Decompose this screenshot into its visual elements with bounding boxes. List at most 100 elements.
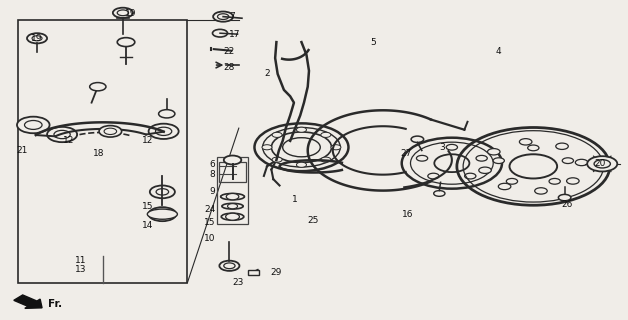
Ellipse shape bbox=[222, 203, 243, 209]
Circle shape bbox=[447, 144, 457, 150]
Text: 6: 6 bbox=[210, 160, 215, 169]
Circle shape bbox=[224, 263, 235, 269]
Circle shape bbox=[506, 179, 517, 184]
Circle shape bbox=[416, 156, 428, 161]
Circle shape bbox=[27, 33, 47, 44]
Circle shape bbox=[479, 167, 491, 173]
Circle shape bbox=[227, 204, 237, 209]
Ellipse shape bbox=[148, 209, 177, 219]
Text: 10: 10 bbox=[204, 234, 215, 243]
Text: 11: 11 bbox=[75, 256, 86, 265]
Ellipse shape bbox=[221, 213, 244, 220]
Text: 12: 12 bbox=[142, 136, 153, 145]
Circle shape bbox=[262, 145, 272, 150]
Circle shape bbox=[272, 132, 282, 137]
Circle shape bbox=[331, 145, 341, 150]
Text: 18: 18 bbox=[94, 149, 105, 158]
Text: 19: 19 bbox=[31, 35, 42, 44]
Text: 9: 9 bbox=[210, 188, 215, 196]
Circle shape bbox=[219, 261, 239, 271]
Circle shape bbox=[225, 213, 239, 220]
Circle shape bbox=[556, 143, 568, 149]
Circle shape bbox=[113, 8, 133, 18]
Circle shape bbox=[321, 157, 331, 162]
Circle shape bbox=[149, 124, 178, 139]
Text: 15: 15 bbox=[204, 218, 215, 227]
Text: 4: 4 bbox=[495, 47, 501, 56]
Circle shape bbox=[156, 127, 172, 135]
Circle shape bbox=[99, 125, 122, 137]
Circle shape bbox=[159, 110, 175, 118]
Bar bbox=[219, 162, 246, 182]
Circle shape bbox=[587, 156, 617, 172]
Text: 23: 23 bbox=[232, 278, 244, 287]
Circle shape bbox=[117, 38, 135, 47]
Bar bbox=[217, 157, 248, 224]
Circle shape bbox=[90, 83, 106, 91]
Circle shape bbox=[434, 191, 445, 196]
Circle shape bbox=[224, 156, 241, 164]
Circle shape bbox=[549, 179, 560, 184]
Text: 14: 14 bbox=[142, 221, 153, 230]
Circle shape bbox=[558, 195, 571, 201]
Bar bbox=[248, 270, 259, 275]
Ellipse shape bbox=[220, 194, 244, 200]
Text: 29: 29 bbox=[270, 268, 281, 277]
Text: 12: 12 bbox=[63, 136, 75, 145]
Text: 8: 8 bbox=[210, 170, 215, 179]
Circle shape bbox=[150, 186, 175, 198]
Text: Fr.: Fr. bbox=[48, 299, 62, 309]
Text: 15: 15 bbox=[142, 202, 153, 211]
Circle shape bbox=[499, 183, 511, 190]
Circle shape bbox=[594, 160, 610, 168]
Bar bbox=[18, 20, 187, 283]
Circle shape bbox=[104, 128, 117, 134]
Circle shape bbox=[212, 29, 227, 37]
Text: 25: 25 bbox=[308, 216, 319, 225]
Circle shape bbox=[534, 188, 547, 194]
Text: 13: 13 bbox=[75, 265, 86, 275]
Circle shape bbox=[321, 132, 331, 137]
Circle shape bbox=[476, 156, 487, 161]
Text: 22: 22 bbox=[223, 47, 234, 56]
Text: 7: 7 bbox=[229, 12, 235, 21]
Text: 27: 27 bbox=[401, 149, 412, 158]
Circle shape bbox=[272, 157, 282, 162]
Text: 1: 1 bbox=[292, 195, 298, 204]
Circle shape bbox=[154, 210, 171, 218]
Text: 2: 2 bbox=[264, 69, 269, 78]
Text: 5: 5 bbox=[371, 38, 376, 47]
Circle shape bbox=[226, 194, 239, 200]
Text: 16: 16 bbox=[402, 210, 413, 219]
Circle shape bbox=[32, 36, 42, 41]
FancyArrow shape bbox=[14, 295, 42, 308]
Circle shape bbox=[156, 189, 169, 195]
Text: 17: 17 bbox=[229, 30, 241, 39]
Circle shape bbox=[117, 10, 129, 16]
Text: 26: 26 bbox=[561, 200, 573, 209]
Circle shape bbox=[54, 130, 70, 139]
Text: 19: 19 bbox=[125, 9, 136, 18]
Circle shape bbox=[566, 178, 579, 184]
Circle shape bbox=[296, 162, 306, 167]
Circle shape bbox=[575, 159, 588, 166]
Circle shape bbox=[519, 139, 532, 145]
Circle shape bbox=[296, 127, 306, 132]
Circle shape bbox=[149, 207, 176, 221]
Circle shape bbox=[465, 173, 476, 179]
Circle shape bbox=[213, 12, 233, 22]
Circle shape bbox=[562, 158, 573, 164]
Text: 28: 28 bbox=[223, 63, 234, 72]
Circle shape bbox=[17, 117, 50, 133]
Circle shape bbox=[487, 148, 500, 155]
Circle shape bbox=[493, 158, 504, 164]
Text: 3: 3 bbox=[440, 143, 445, 152]
Text: 21: 21 bbox=[16, 146, 28, 155]
Circle shape bbox=[411, 136, 424, 142]
Text: 20: 20 bbox=[595, 159, 606, 168]
Circle shape bbox=[47, 127, 77, 142]
Circle shape bbox=[528, 145, 539, 151]
Circle shape bbox=[24, 121, 42, 129]
Text: 24: 24 bbox=[204, 205, 215, 214]
Circle shape bbox=[428, 173, 439, 179]
